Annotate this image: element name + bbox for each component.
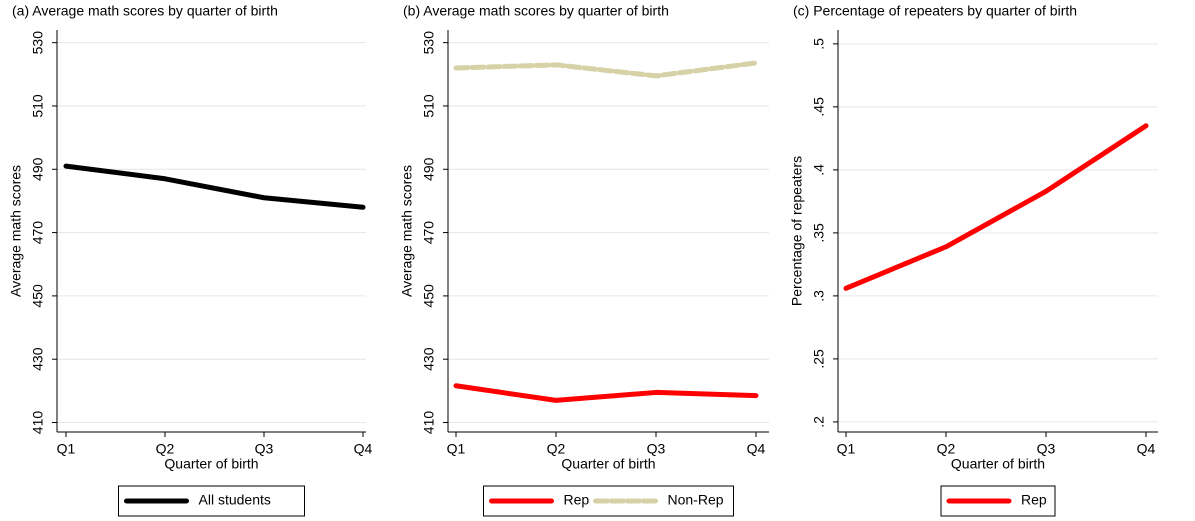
y-tick-label: 490	[421, 157, 437, 181]
legend-label: All students	[199, 492, 271, 508]
x-tick-label: Q2	[156, 441, 175, 457]
x-tick-label: Q2	[547, 441, 566, 457]
x-tick-label: Q4	[1137, 441, 1156, 457]
legend: All students	[118, 485, 305, 517]
y-tick-label: .35	[811, 223, 827, 243]
legend: Rep Non-Rep	[483, 485, 734, 517]
y-tick-label: 510	[30, 94, 46, 118]
legend-label: Rep	[564, 492, 590, 508]
y-tick-label: 450	[421, 284, 437, 308]
x-tick-label: Q3	[1037, 441, 1056, 457]
y-tick-label: 430	[421, 347, 437, 371]
y-tick-label: 510	[421, 94, 437, 118]
x-tick-label: Q3	[647, 441, 666, 457]
y-tick-label: 430	[30, 347, 46, 371]
y-axis-label: Percentage of repeaters	[789, 156, 805, 306]
series-line	[453, 383, 759, 403]
x-tick-label: Q1	[837, 441, 856, 457]
y-tick-label: .25	[811, 349, 827, 369]
series-line	[453, 60, 759, 79]
x-tick-label: Q2	[937, 441, 956, 457]
x-tick-label: Q1	[57, 441, 76, 457]
legend-label: Non-Rep	[668, 492, 724, 508]
y-tick-label: .5	[811, 38, 827, 50]
legend: Rep	[940, 485, 1056, 517]
x-tick-label: Q4	[354, 441, 373, 457]
y-tick-label: 450	[30, 284, 46, 308]
x-tick-label: Q1	[447, 441, 466, 457]
legend-label: Rep	[1021, 492, 1047, 508]
y-tick-label: 410	[421, 411, 437, 435]
series-line	[63, 163, 366, 210]
y-tick-label: .45	[811, 97, 827, 117]
series-line	[843, 123, 1149, 291]
y-axis-label: Average math scores	[399, 165, 415, 297]
y-tick-label: .2	[811, 416, 827, 428]
y-tick-label: 490	[30, 157, 46, 181]
x-axis-label: Quarter of birth	[561, 456, 655, 472]
y-tick-label: 530	[30, 31, 46, 55]
y-tick-label: 530	[421, 31, 437, 55]
chart-title: (a) Average math scores by quarter of bi…	[12, 3, 278, 19]
y-tick-label: 470	[30, 221, 46, 245]
x-tick-label: Q3	[255, 441, 274, 457]
y-tick-label: .3	[811, 290, 827, 302]
y-axis-label: Average math scores	[8, 165, 24, 297]
x-axis-label: Quarter of birth	[164, 456, 258, 472]
y-tick-label: 470	[421, 221, 437, 245]
chart-title: (c) Percentage of repeaters by quarter o…	[793, 3, 1077, 19]
y-tick-label: .4	[811, 164, 827, 176]
x-tick-label: Q4	[747, 441, 766, 457]
chart-title: (b) Average math scores by quarter of bi…	[403, 3, 669, 19]
x-axis-label: Quarter of birth	[951, 456, 1045, 472]
y-tick-label: 410	[30, 411, 46, 435]
